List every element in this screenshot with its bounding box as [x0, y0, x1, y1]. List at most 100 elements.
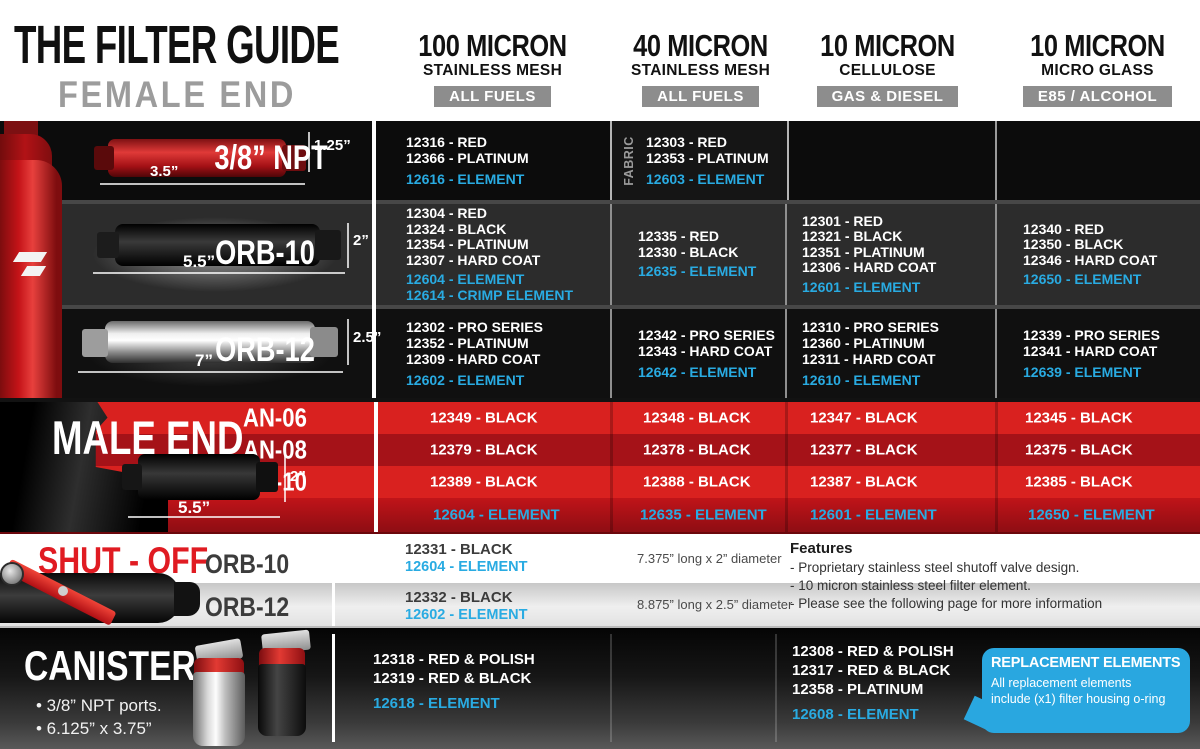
shutoff-valve-tip — [174, 582, 200, 616]
element-numbers: 12618 - ELEMENT — [373, 695, 500, 712]
page-subtitle: FEMALE END — [58, 74, 297, 115]
label-column-divider — [372, 121, 376, 398]
male-part: 12377 - BLACK — [810, 441, 918, 459]
npt-filter-left-cap — [94, 146, 114, 170]
black-canister-cap — [259, 648, 305, 666]
cell-100micron: 12304 - RED 12324 - BLACK 12354 - PLATIN… — [378, 204, 606, 305]
red-canister-photo — [0, 160, 62, 398]
micron-label: 100 MICRON — [418, 28, 567, 63]
dim-height: 2.5” — [353, 329, 382, 346]
fuel-badge: GAS & DIESEL — [816, 86, 959, 107]
male-part: 12385 - BLACK — [1025, 473, 1133, 491]
an06-label: AN-06 — [243, 402, 307, 433]
column-divider — [610, 309, 612, 398]
male-dim-length: 5.5” — [178, 498, 211, 517]
part-numbers: 12304 - RED 12324 - BLACK 12354 - PLATIN… — [406, 205, 541, 268]
dim-bracket — [308, 132, 310, 172]
dim-length: 3.5” — [150, 163, 179, 180]
micron-label: 10 MICRON — [1030, 28, 1165, 63]
media-label: MICRO GLASS — [1041, 62, 1154, 79]
male-dim-height: 2” — [290, 468, 306, 485]
micron-label: 10 MICRON — [820, 28, 955, 63]
female-row-npt: 1.25” 3.5” 3/8” NPT 12316 - RED 12366 - … — [0, 121, 1200, 200]
fuel-badge: ALL FUELS — [642, 86, 759, 107]
element-numbers: 12650 - ELEMENT — [1023, 271, 1142, 287]
canister-cell-cellulose: 12308 - RED & POLISH 12317 - RED & BLACK… — [792, 642, 954, 723]
dim-bracket — [93, 272, 345, 274]
male-part: 12345 - BLACK — [1025, 409, 1133, 427]
shutoff-dimensions-orb10: 7.375” long x 2” diameter — [637, 551, 782, 566]
column-divider — [610, 204, 612, 305]
shutoff-label-orb12: ORB-12 — [205, 592, 290, 622]
male-part: 12378 - BLACK — [643, 441, 751, 459]
male-element: 12601 - ELEMENT — [810, 506, 937, 524]
orb10-filter-photo — [115, 224, 320, 266]
male-part: 12349 - BLACK — [430, 409, 538, 427]
column-divider — [995, 309, 997, 398]
dim-bracket — [100, 183, 305, 185]
part-numbers: 12340 - RED 12350 - BLACK 12346 - HARD C… — [1023, 220, 1158, 268]
orb12-filter-photo — [105, 321, 315, 363]
dim-bracket — [128, 516, 280, 518]
column-divider — [785, 309, 787, 398]
orb10-right-cap — [315, 230, 341, 260]
male-part: 12379 - BLACK — [430, 441, 538, 459]
feature-item: - Please see the following page for more… — [790, 596, 1103, 611]
dim-length: 5.5” — [183, 252, 216, 271]
part-numbers: 12318 - RED & POLISH 12319 - RED & BLACK — [373, 651, 535, 687]
dim-bracket — [78, 371, 343, 373]
dim-bracket — [284, 454, 286, 502]
element-numbers: 12604 - ELEMENT 12614 - CRIMP ELEMENT — [406, 271, 574, 303]
column-divider — [995, 402, 998, 532]
cell-cellulose: 12310 - PRO SERIES 12360 - PLATINUM 1231… — [787, 309, 992, 398]
shutoff-element: 12602 - ELEMENT — [405, 607, 528, 623]
media-label: CELLULOSE — [839, 62, 936, 79]
label-column-divider — [332, 634, 335, 742]
cell-100micron: 12302 - PRO SERIES 12352 - PLATINUM 1230… — [378, 309, 606, 398]
male-end-band: AN-06 12349 - BLACK 12348 - BLACK 12347 … — [0, 398, 1200, 534]
fabric-cell-highlight — [610, 121, 789, 200]
part-numbers: 12335 - RED 12330 - BLACK — [638, 228, 739, 260]
column-divider — [995, 204, 997, 305]
cell-100micron: 12316 - RED 12366 - PLATINUM 12616 - ELE… — [378, 121, 606, 200]
part-numbers: 12301 - RED 12321 - BLACK 12351 - PLATIN… — [802, 212, 937, 276]
cell-40micron: 12303 - RED 12353 - PLATINUM 12603 - ELE… — [612, 121, 782, 200]
canister-title: CANISTER — [24, 642, 196, 689]
cell-cellulose: 12301 - RED 12321 - BLACK 12351 - PLATIN… — [787, 204, 992, 305]
label-column-divider — [374, 402, 378, 532]
column-header-40-micron: 40 MICRON STAINLESS MESH ALL FUELS — [598, 30, 803, 107]
column-header-100-micron: 100 MICRON STAINLESS MESH ALL FUELS — [390, 30, 595, 107]
shutoff-row-orb12 — [0, 583, 1200, 628]
dim-bracket — [347, 223, 349, 268]
male-part: 12347 - BLACK — [810, 409, 918, 427]
shutoff-element: 12604 - ELEMENT — [405, 559, 528, 575]
orb10-left-cap — [97, 232, 119, 258]
lever-pivot-bolt — [0, 562, 24, 586]
shutoff-dimensions-orb12: 8.875” long x 2.5” diameter — [637, 597, 793, 612]
row-label-npt: 3/8” NPT — [214, 139, 328, 177]
element-numbers: 12635 - ELEMENT — [638, 263, 757, 280]
element-numbers: 12602 - ELEMENT — [406, 372, 525, 388]
page-title: THE FILTER GUIDE — [14, 15, 340, 75]
canister-cell-100micron: 12318 - RED & POLISH 12319 - RED & BLACK… — [373, 650, 535, 712]
feature-item: - 10 micron stainless steel filter eleme… — [790, 578, 1031, 593]
orb12-right-cap — [310, 327, 338, 357]
male-part: 12375 - BLACK — [1025, 441, 1133, 459]
dim-height: 1.25” — [314, 137, 351, 154]
shutoff-part: 12332 - BLACK — [405, 589, 513, 606]
column-divider — [995, 121, 997, 200]
shutoff-title: SHUT - OFF — [38, 540, 209, 581]
callout-body: All replacement elements include (x1) fi… — [991, 676, 1166, 706]
npt-filter-right-cap — [282, 145, 306, 171]
male-filter-left-cap — [122, 464, 142, 490]
chrome-canister-photo — [193, 672, 245, 746]
cell-microglass: 12339 - PRO SERIES 12341 - HARD COAT 126… — [997, 309, 1197, 398]
column-divider — [775, 634, 777, 742]
fuel-badge: ALL FUELS — [434, 86, 551, 107]
male-element: 12650 - ELEMENT — [1028, 506, 1155, 524]
canister-bullets: • 3/8” NPT ports. • 6.125” x 3.75” — [36, 696, 162, 738]
male-part: 12348 - BLACK — [643, 409, 751, 427]
shutoff-part: 12331 - BLACK — [405, 541, 513, 558]
row-label-orb12: ORB-12 — [215, 331, 315, 369]
